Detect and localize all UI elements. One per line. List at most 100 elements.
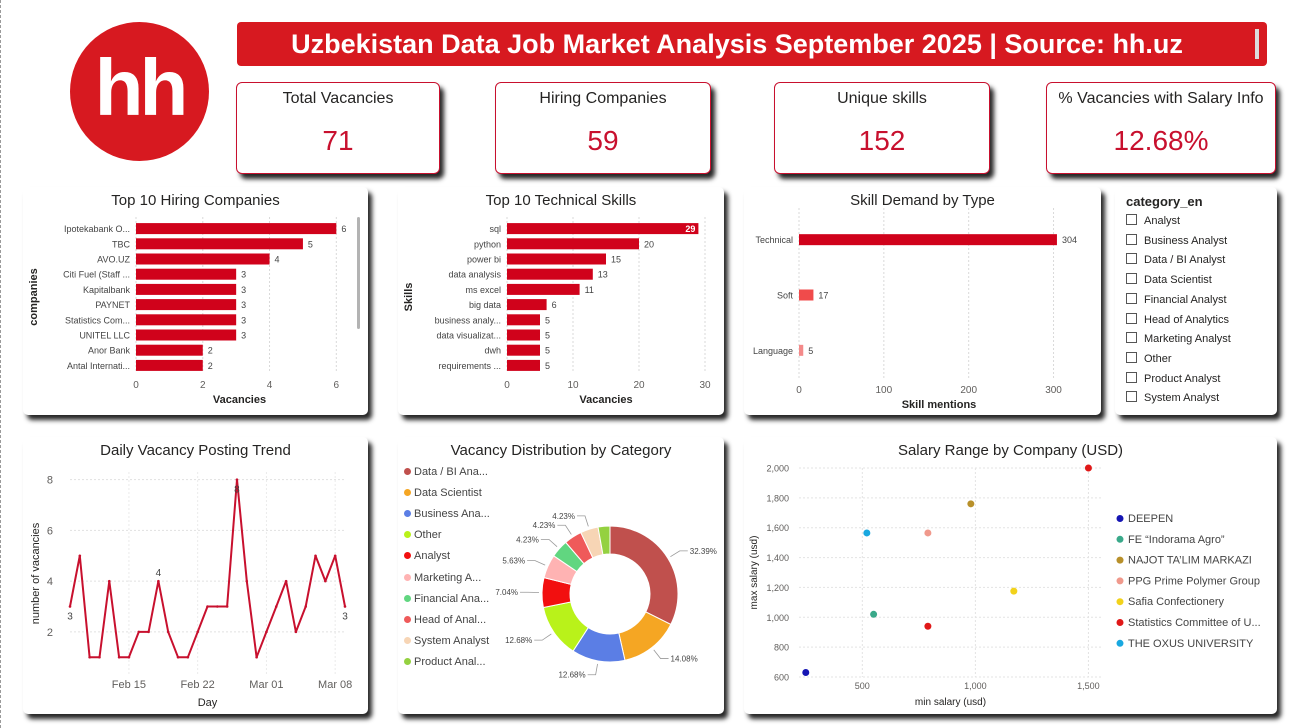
slicer-item[interactable]: System Analyst	[1126, 391, 1219, 405]
legend-item[interactable]: Other	[404, 528, 442, 542]
slicer-item[interactable]: Analyst	[1126, 214, 1180, 228]
data-point	[225, 605, 229, 608]
x-tick-label: Mar 08	[318, 679, 352, 691]
slicer-item[interactable]: Marketing Analyst	[1126, 332, 1231, 346]
legend-swatch	[404, 510, 411, 518]
data-label: 3	[241, 270, 246, 280]
data-label: 12.68%	[558, 671, 585, 680]
bar	[799, 234, 1057, 246]
data-label: 5	[545, 346, 550, 356]
slicer-item-label: Financial Analyst	[1144, 293, 1227, 306]
slicer-item-label: Marketing Analyst	[1144, 333, 1231, 346]
top-companies-chart[interactable]: Top 10 Hiring Companies 0 2 4 6 Ipotekabank …	[23, 187, 368, 415]
legend-item[interactable]: Business Ana...	[404, 507, 490, 521]
slicer-item[interactable]: Financial Analyst	[1126, 292, 1227, 307]
checkbox[interactable]	[1126, 214, 1137, 225]
checkbox[interactable]	[1126, 233, 1137, 245]
kpi-total-vacancies[interactable]: Total Vacancies 71	[236, 82, 440, 174]
slicer-title: category_en	[1126, 194, 1203, 209]
category-distribution-chart[interactable]: Vacancy Distribution by Category Data / …	[398, 437, 724, 714]
slicer-item[interactable]: Data Scientist	[1126, 273, 1212, 287]
kpi-value: 59	[587, 125, 619, 156]
chart-title: Vacancy Distribution by Category	[450, 442, 672, 459]
category-label: ms excel	[465, 285, 501, 295]
checkbox[interactable]	[1126, 273, 1137, 285]
legend-item[interactable]: Financial Ana...	[404, 592, 489, 606]
x-tick-label: 300	[1045, 385, 1062, 396]
slicer-item[interactable]: Other	[1126, 351, 1172, 366]
checkbox[interactable]	[1126, 253, 1137, 265]
x-tick-label: Feb 22	[181, 679, 215, 691]
legend-swatch	[1116, 577, 1124, 585]
data-label: 3	[241, 331, 246, 341]
slicer-item[interactable]: Business Analyst	[1126, 233, 1227, 248]
daily-trend-chart[interactable]: Daily Vacancy Posting Trend 2 4 6 8 Feb 15 Fe…	[23, 437, 368, 714]
kpi-value: 71	[322, 125, 354, 156]
hh-logo: hh	[70, 22, 209, 161]
data-point	[333, 554, 337, 558]
data-label: 4.23%	[516, 535, 539, 544]
x-tick-label: 4	[267, 380, 273, 391]
bar	[507, 223, 699, 235]
page-title: Uzbekistan Data Job Market Analysis Sept…	[291, 29, 1183, 59]
legend-swatch	[404, 531, 411, 539]
bar	[507, 314, 540, 326]
data-point	[255, 655, 258, 659]
checkbox[interactable]	[1126, 351, 1137, 363]
kpi-label: Total Vacancies	[282, 90, 394, 107]
legend-item[interactable]: Analyst	[404, 549, 450, 563]
point-label: 4	[156, 568, 162, 579]
legend-swatch	[1116, 535, 1124, 543]
legend-item[interactable]: Marketing A...	[404, 571, 481, 585]
x-axis-title: Day	[198, 697, 218, 709]
data-point	[68, 605, 72, 608]
data-label: 7.04%	[495, 588, 518, 597]
category-label: business analy...	[435, 315, 501, 325]
checkbox[interactable]	[1126, 292, 1137, 304]
bar	[507, 238, 639, 250]
salary-range-chart[interactable]: Salary Range by Company (USD) 600 800 1,00…	[744, 437, 1277, 714]
scatter-point	[863, 529, 871, 537]
top-skills-chart[interactable]: Top 10 Technical Skills 0 10 20 30 sql 29 pyth…	[398, 187, 724, 415]
scatter-point	[870, 610, 878, 618]
y-tick-label: 1,200	[766, 583, 789, 593]
slicer-item[interactable]: Product Analyst	[1126, 371, 1220, 386]
x-axis-title: min salary (usd)	[915, 697, 986, 708]
legend-swatch	[1116, 619, 1124, 626]
skill-demand-chart[interactable]: Skill Demand by Type 0 100 200 300 Technical…	[744, 187, 1101, 415]
category-label: dwh	[484, 346, 501, 356]
data-label: 14.08%	[671, 655, 698, 664]
dashboard-title-banner: Uzbekistan Data Job Market Analysis Sept…	[237, 22, 1267, 66]
bar	[136, 344, 203, 356]
bar	[799, 344, 804, 356]
legend-item[interactable]: System Analyst	[404, 634, 489, 648]
category-label: Ipotekabank O...	[64, 224, 130, 234]
kpi-hiring-companies[interactable]: Hiring Companies 59	[495, 82, 711, 174]
legend-label: System Analyst	[414, 634, 490, 647]
data-label: 4.23%	[552, 512, 575, 521]
category-slicer[interactable]: category_en Analyst Business Analyst Data …	[1115, 187, 1277, 415]
data-point	[186, 655, 190, 659]
legend-item[interactable]: Product Anal...	[404, 655, 486, 669]
slicer-item[interactable]: Data / BI Analyst	[1126, 253, 1225, 267]
data-label: 17	[818, 291, 828, 301]
legend-item[interactable]: Data Scientist	[404, 486, 482, 500]
checkbox[interactable]	[1126, 332, 1137, 344]
data-label: 3	[241, 285, 246, 295]
data-point	[216, 605, 219, 608]
data-point	[196, 630, 199, 634]
legend-label: Data Scientist	[414, 487, 482, 500]
data-point	[78, 554, 82, 558]
slicer-item[interactable]: Head of Analytics	[1126, 312, 1229, 327]
legend-item[interactable]: Data / BI Ana...	[404, 465, 488, 479]
x-tick-label: 200	[960, 385, 977, 396]
legend-label: THE OXUS UNIVERSITY	[1128, 638, 1254, 650]
legend-item[interactable]: Head of Anal...	[404, 613, 486, 627]
data-point	[137, 630, 141, 634]
category-label: sql	[489, 224, 501, 234]
checkbox[interactable]	[1126, 371, 1137, 383]
kpi-unique-skills[interactable]: Unique skills 152	[774, 82, 990, 174]
checkbox[interactable]	[1126, 312, 1137, 324]
kpi-salary-info-percent[interactable]: % Vacancies with Salary Info 12.68%	[1046, 82, 1276, 174]
checkbox[interactable]	[1126, 391, 1137, 403]
